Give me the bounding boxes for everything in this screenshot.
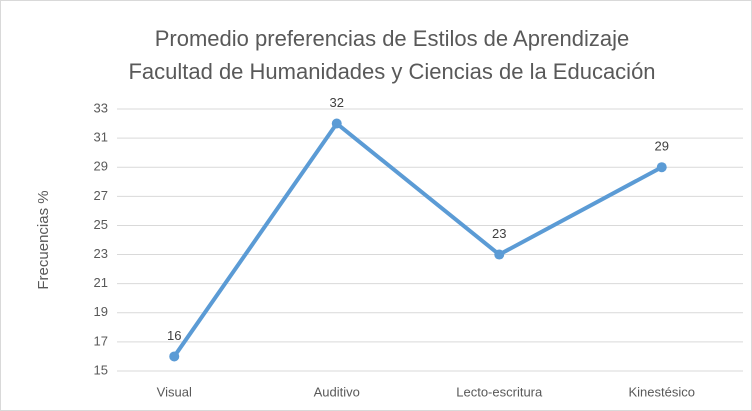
y-tick-label: 29 — [94, 159, 108, 174]
y-tick-label: 27 — [94, 188, 108, 203]
data-label: 23 — [492, 226, 506, 241]
data-label: 29 — [655, 139, 669, 154]
data-point — [169, 351, 180, 362]
x-tick-label: Kinestésico — [629, 384, 695, 399]
data-point — [494, 249, 505, 260]
y-tick-label: 19 — [94, 304, 108, 319]
y-tick-label: 15 — [94, 362, 108, 377]
chart-title: Facultad de Humanidades y Ciencias de la… — [128, 59, 655, 84]
data-label: 16 — [167, 328, 181, 343]
data-point — [331, 118, 342, 129]
y-tick-label: 21 — [94, 275, 108, 290]
y-tick-label: 33 — [94, 100, 108, 115]
y-tick-label: 17 — [94, 333, 108, 348]
y-tick-label: 25 — [94, 217, 108, 232]
y-axis-label: Frecuencias % — [35, 190, 52, 289]
y-tick-label: 31 — [94, 130, 108, 145]
chart-title: Promedio preferencias de Estilos de Apre… — [155, 26, 630, 51]
x-tick-label: Lecto-escritura — [456, 384, 543, 399]
y-tick-label: 23 — [94, 246, 108, 261]
x-tick-label: Auditivo — [314, 384, 360, 399]
data-label: 32 — [330, 95, 344, 110]
data-line — [172, 121, 663, 358]
data-point — [656, 162, 667, 173]
x-tick-label: Visual — [157, 384, 192, 399]
